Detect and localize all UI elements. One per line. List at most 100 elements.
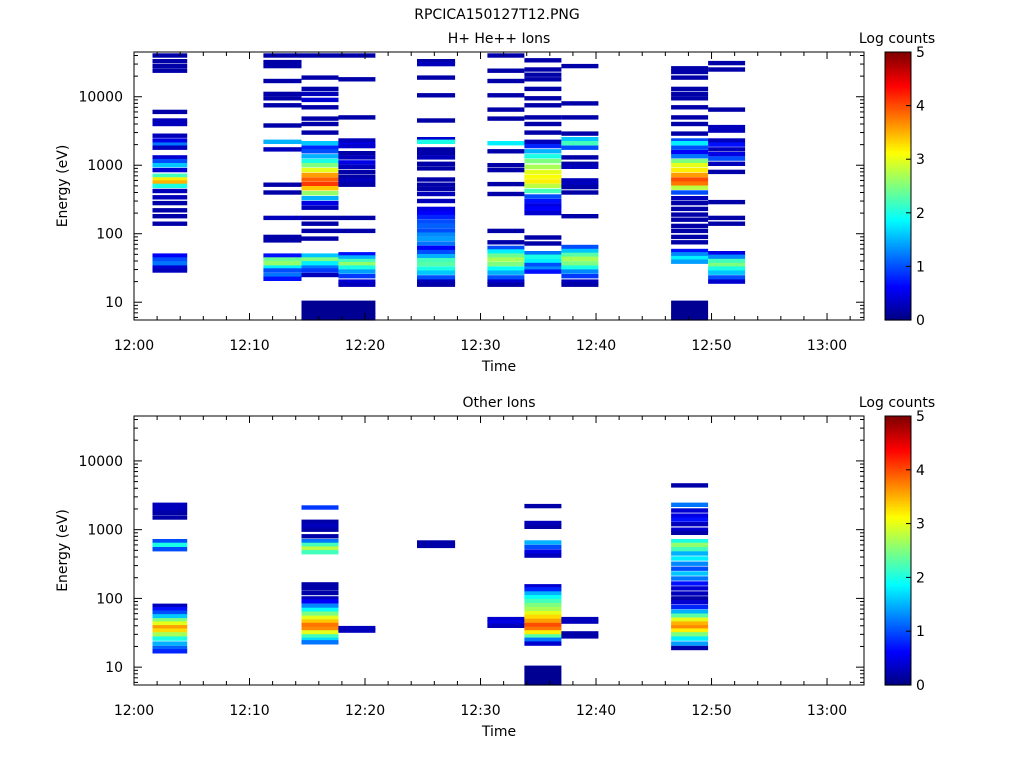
heatmap-cell	[263, 91, 302, 97]
colorbar: 0 1 2 3 4 5	[884, 45, 925, 329]
heatmap-cell	[417, 139, 456, 144]
heatmap-cell	[417, 270, 456, 275]
heatmap-cell	[671, 542, 709, 548]
colorbar-segment	[885, 451, 911, 455]
heatmap-cell	[338, 316, 376, 321]
heatmap-cell	[524, 115, 562, 120]
heatmap-cell	[671, 248, 709, 254]
heatmap-cell	[671, 581, 709, 586]
heatmap-cell	[671, 621, 709, 626]
heatmap-cell	[671, 91, 709, 97]
y-tick-label: 1000	[87, 158, 123, 174]
heatmap-cell	[301, 154, 339, 159]
colorbar-segment	[885, 230, 911, 234]
heatmap-cell	[338, 164, 376, 169]
colorbar-segment	[885, 460, 911, 464]
heatmap-cell	[152, 621, 188, 626]
colorbar-segment	[885, 640, 911, 644]
heatmap-cell	[301, 221, 339, 226]
heatmap-cell	[338, 215, 376, 221]
colorbar-tick-label: 0	[916, 313, 925, 329]
colorbar-segment	[885, 136, 911, 140]
heatmap-cell	[301, 272, 339, 278]
heatmap-cell	[301, 181, 339, 187]
heatmap-cell	[524, 262, 562, 268]
colorbar-segment	[885, 673, 911, 677]
heatmap-cell	[301, 141, 339, 146]
heatmap-cell	[417, 543, 456, 549]
colorbar-segment	[885, 525, 911, 529]
heatmap-cell	[561, 145, 599, 150]
x-tick-label: 12:30	[460, 338, 500, 354]
heatmap-cell	[263, 139, 302, 144]
heatmap-cell	[671, 252, 709, 257]
heatmap-cell	[338, 628, 376, 633]
colorbar-segment	[885, 637, 911, 641]
colorbar-segment	[885, 181, 911, 185]
heatmap-cell	[561, 184, 599, 190]
heatmap-cell	[671, 105, 709, 110]
heatmap-cell	[152, 214, 188, 219]
colorbar-label: Log counts	[859, 31, 935, 47]
colorbar-segment	[885, 172, 911, 176]
heatmap-cell	[301, 149, 339, 154]
heatmap-cell	[301, 546, 339, 551]
heatmap-cell	[417, 118, 456, 123]
figure-title: RPCICA150127T12.PNG	[414, 7, 579, 23]
heatmap-cell	[417, 232, 456, 237]
heatmap-cell	[561, 115, 599, 120]
colorbar-segment	[885, 516, 911, 520]
heatmap-cell	[524, 206, 562, 212]
heatmap-cell	[152, 109, 188, 115]
heatmap-cell	[301, 257, 339, 262]
colorbar-segment	[885, 54, 911, 58]
heatmap-cell	[301, 603, 339, 608]
heatmap-cell	[152, 265, 188, 270]
heatmap-cell	[301, 622, 339, 628]
heatmap-cell	[301, 91, 339, 97]
colorbar-segment	[885, 476, 911, 480]
colorbar-segment	[885, 474, 911, 478]
colorbar-segment	[885, 69, 911, 73]
colorbar-segment	[885, 478, 911, 482]
heatmap-cell	[152, 506, 188, 512]
colorbar-segment	[885, 192, 911, 196]
colorbar-segment	[885, 651, 911, 655]
colorbar-segment	[885, 119, 911, 122]
heatmap-cell	[671, 641, 709, 646]
heatmap-cell	[524, 183, 562, 189]
heatmap-cell	[417, 540, 456, 545]
heatmap-cell	[301, 200, 339, 206]
heatmap-cell	[671, 158, 709, 164]
heatmap-cell	[263, 59, 302, 65]
heatmap-cell	[152, 510, 188, 516]
colorbar-segment	[885, 611, 911, 614]
heatmap-cell	[524, 67, 562, 72]
colorbar-segment	[885, 279, 911, 283]
y-axis-label: Energy (eV)	[55, 509, 71, 592]
heatmap-cell	[152, 547, 188, 552]
heatmap-cell	[338, 138, 376, 143]
colorbar-segment	[885, 244, 911, 247]
colorbar-segment	[885, 282, 911, 285]
colorbar-segment	[885, 174, 911, 178]
heatmap-cell	[487, 266, 525, 271]
colorbar-segment	[885, 215, 911, 218]
x-tick-label: 13:00	[807, 338, 847, 354]
heatmap-cell	[671, 561, 709, 566]
colorbar-segment	[885, 154, 911, 158]
heatmap-cell	[708, 142, 746, 147]
heatmap-cell	[671, 316, 709, 321]
heatmap-cell	[338, 151, 376, 156]
colorbar-segment	[885, 503, 911, 507]
colorbar-segment	[885, 510, 911, 513]
heatmap-cell	[671, 240, 709, 245]
colorbar-segment	[885, 512, 911, 516]
heatmap-cell	[152, 515, 188, 520]
colorbar-segment	[885, 606, 911, 610]
colorbar-segment	[885, 264, 911, 267]
heatmap-cell	[524, 595, 562, 600]
heatmap-cell	[671, 259, 709, 264]
heatmap-cell	[417, 59, 456, 64]
colorbar-tick-label: 3	[916, 152, 925, 168]
